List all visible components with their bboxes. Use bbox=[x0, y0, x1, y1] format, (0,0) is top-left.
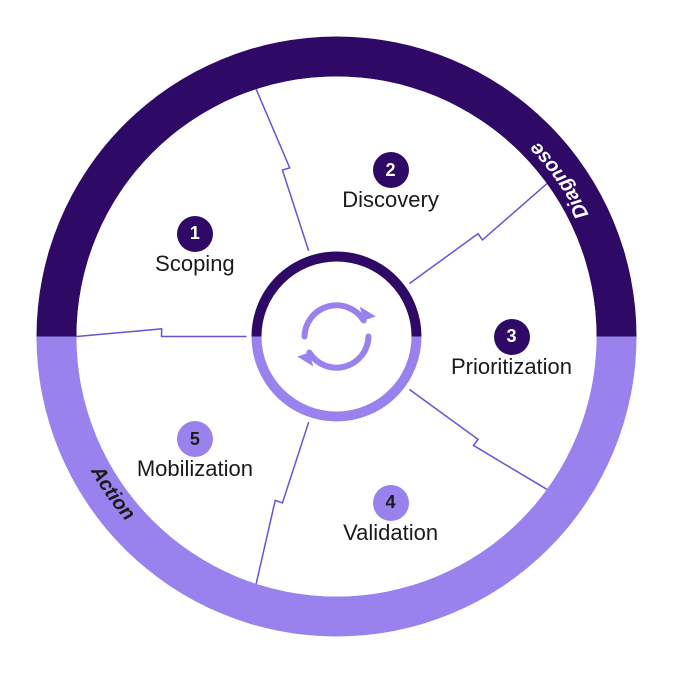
step-label-4: Validation bbox=[343, 520, 438, 546]
step-label-1: Scoping bbox=[155, 251, 235, 277]
step-badge-4: 4 bbox=[373, 485, 409, 521]
diagram-svg: DiagnoseAction bbox=[0, 0, 673, 673]
step-badge-2: 2 bbox=[373, 152, 409, 188]
step-label-2: Discovery bbox=[342, 187, 439, 213]
step-badge-1: 1 bbox=[177, 216, 213, 252]
cycle-diagram: { "canvas":{"w":673,"h":673,"cx":336.5,"… bbox=[0, 0, 673, 673]
step-label-3: Prioritization bbox=[451, 354, 572, 380]
center-disc bbox=[247, 247, 427, 427]
step-badge-5: 5 bbox=[177, 421, 213, 457]
step-badge-3: 3 bbox=[494, 319, 530, 355]
step-label-5: Mobilization bbox=[137, 456, 253, 482]
